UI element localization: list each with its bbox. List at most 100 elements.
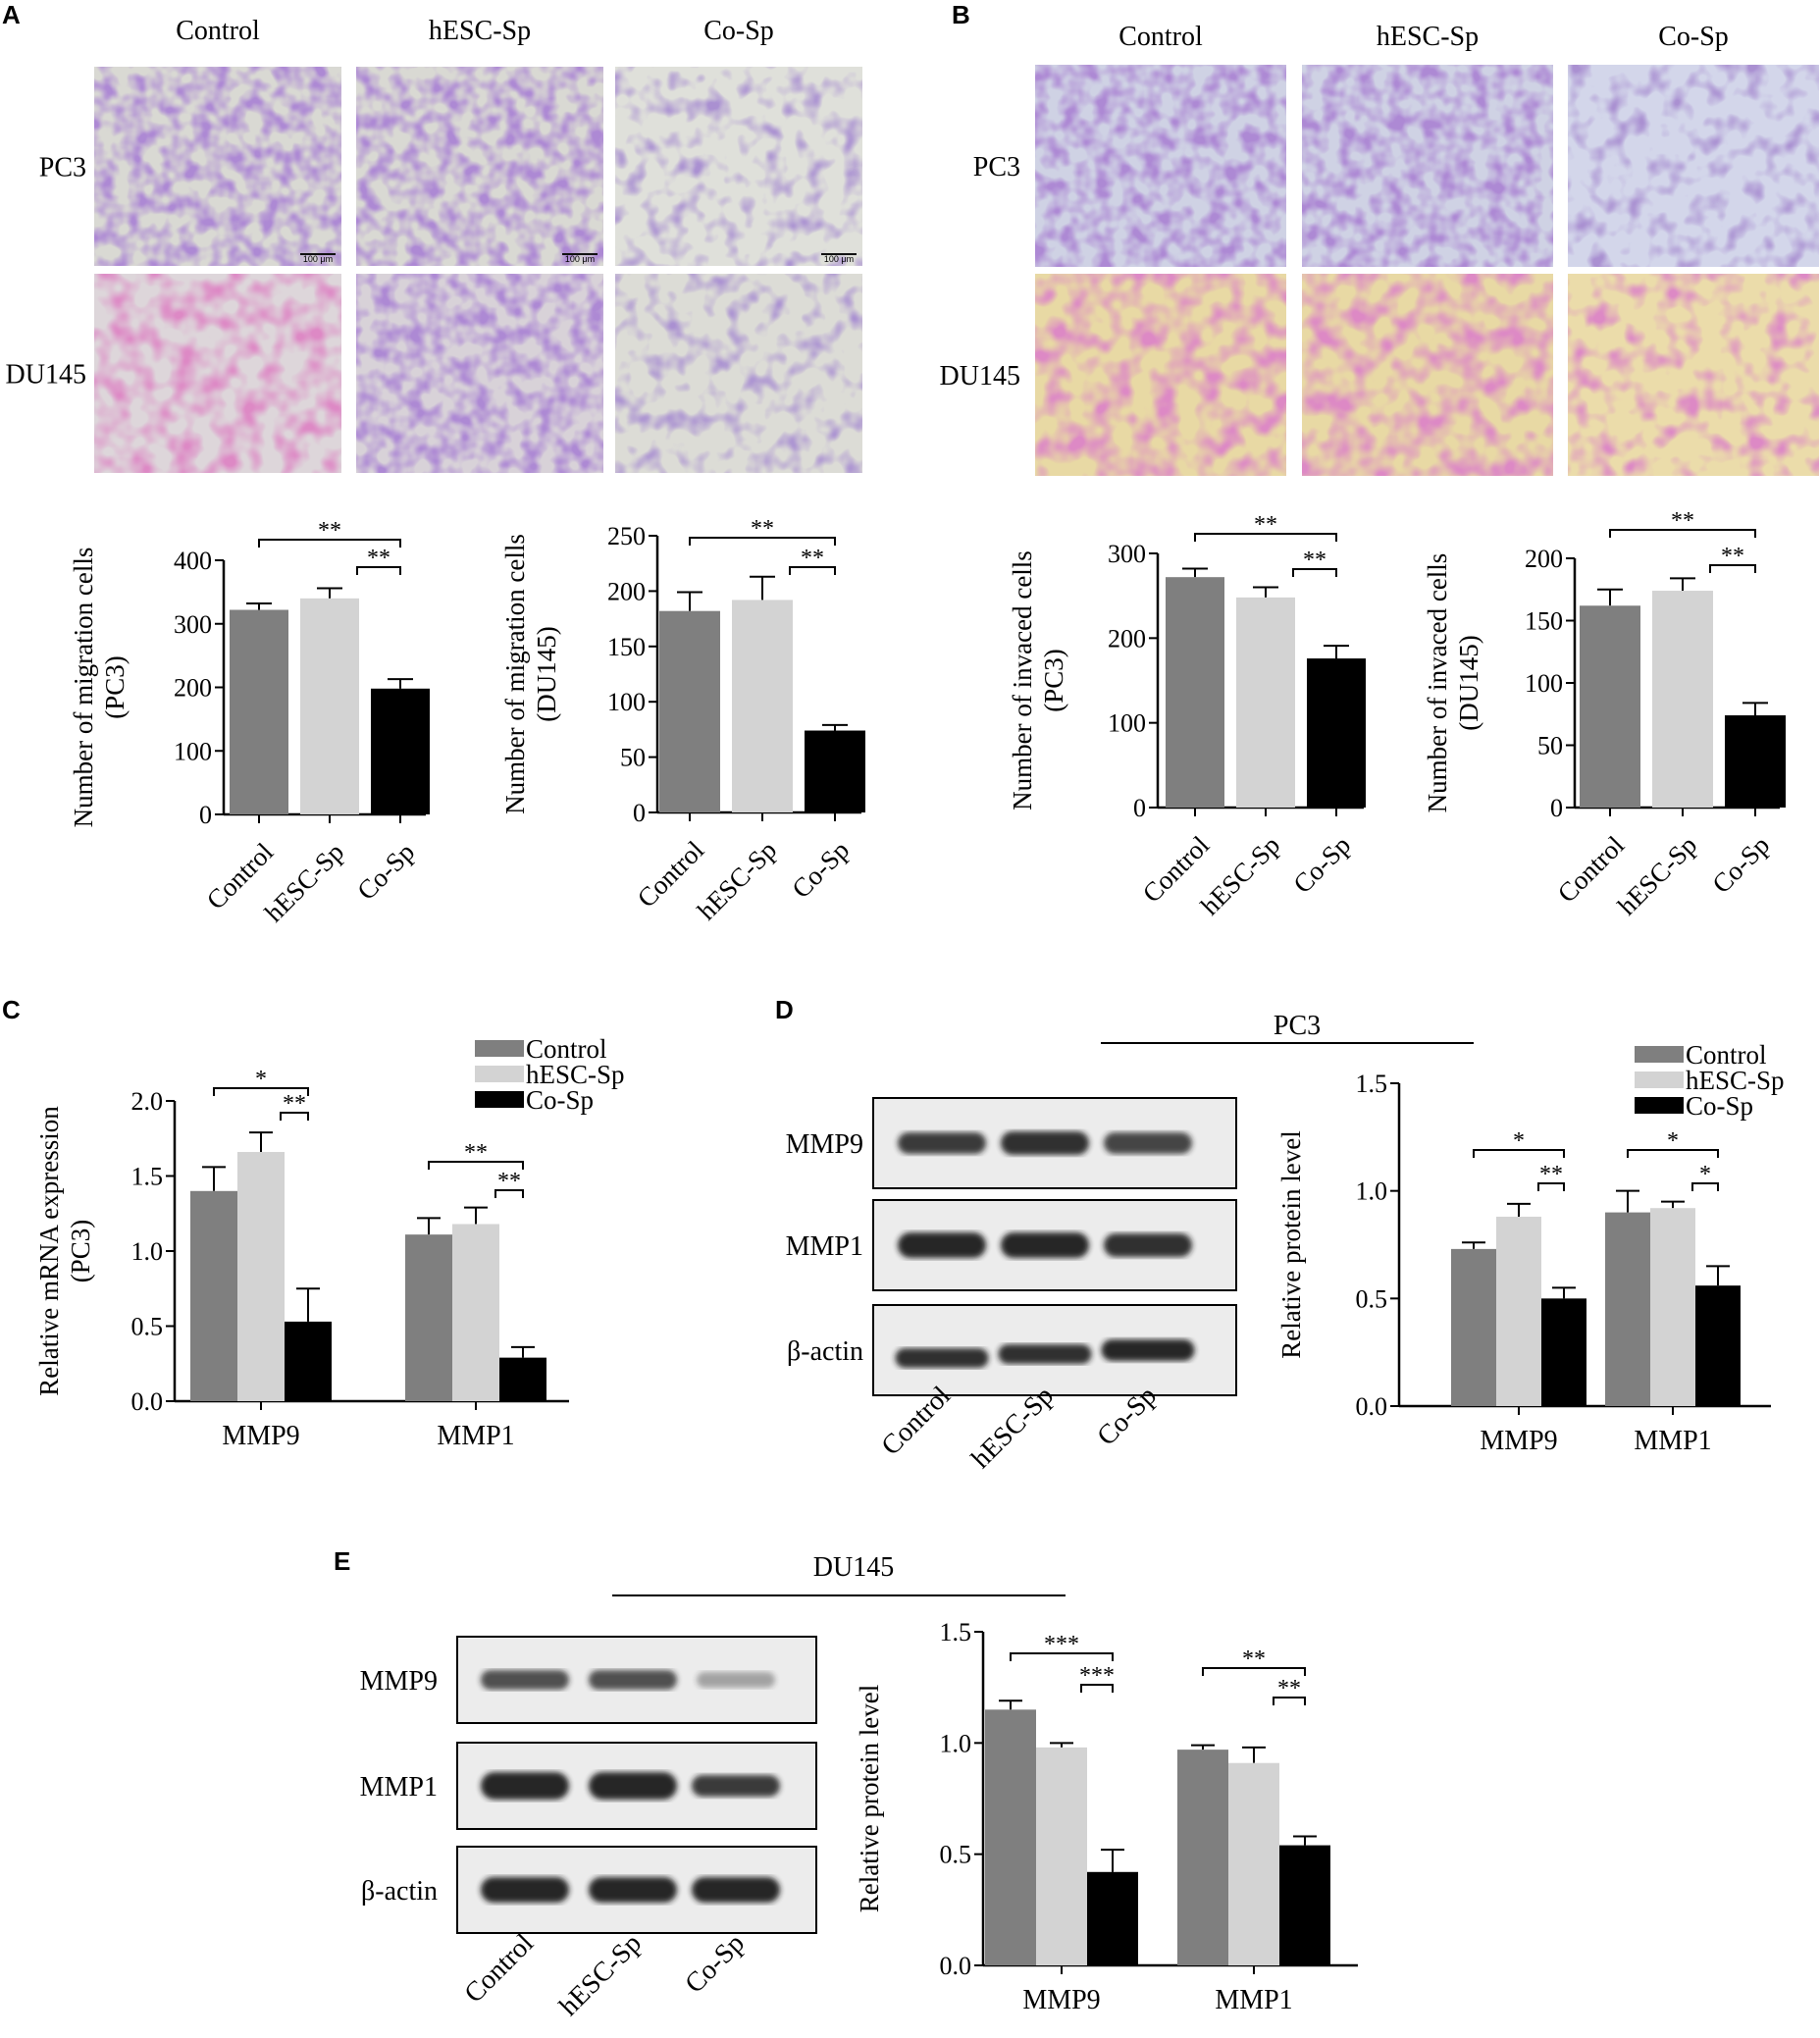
blot-band — [1104, 1132, 1192, 1154]
x-tick-label: MMP9 — [222, 1421, 299, 1451]
panel-letter-b: B — [952, 0, 970, 29]
blot-lane-label: Co-Sp — [679, 1928, 751, 2000]
blot-band — [589, 1670, 677, 1690]
x-tick-label: MMP1 — [437, 1421, 514, 1451]
legend-label: Co-Sp — [526, 1085, 594, 1115]
x-tick-label: hESC-Sp — [1195, 830, 1285, 920]
y-axis-label: Number of migration cells — [69, 548, 98, 828]
legend-swatch — [1635, 1097, 1684, 1114]
significance-bracket — [213, 1087, 309, 1096]
bar — [285, 1321, 332, 1401]
y-tick-label: 0 — [1550, 794, 1563, 822]
blot-row-label: MMP1 — [360, 1772, 438, 1803]
blot-title: PC3 — [1274, 1011, 1321, 1041]
bar — [1652, 591, 1713, 808]
y-tick-label: 0.5 — [940, 1841, 972, 1869]
significance-bracket — [1473, 1149, 1565, 1158]
y-tick-label: 1.0 — [1356, 1177, 1388, 1206]
significance-bracket — [1537, 1182, 1565, 1191]
bar — [1451, 1248, 1496, 1406]
bar — [1541, 1298, 1586, 1406]
y-tick-label: 0 — [199, 801, 212, 829]
row-label: PC3 — [973, 152, 1020, 183]
cell-stain-texture — [1302, 65, 1553, 267]
y-axis-label: (PC3) — [100, 655, 130, 719]
column-label: hESC-Sp — [429, 16, 531, 46]
scale-bar-label: 100 μm — [824, 254, 854, 264]
legend-label: hESC-Sp — [526, 1060, 625, 1089]
y-axis-label: Relative protein level — [1276, 1130, 1306, 1358]
legend-swatch — [1635, 1071, 1684, 1088]
y-axis-label: (DU145) — [532, 626, 561, 721]
bar — [1605, 1212, 1650, 1406]
blot-band — [895, 1348, 989, 1368]
y-tick-label: 250 — [607, 522, 646, 550]
cell-stain-texture — [1035, 65, 1286, 267]
blot-row-label: β-actin — [361, 1876, 438, 1907]
x-tick-label: MMP9 — [1480, 1426, 1557, 1456]
bar — [1087, 1871, 1138, 1965]
micrograph-grid-a: Control hESC-Sp Co-Sp PC3 DU145 100 μm 100 μm 1… — [6, 16, 862, 473]
blot-band — [481, 1877, 569, 1903]
blot-row-label: β-actin — [787, 1336, 863, 1367]
y-tick-label: 200 — [1525, 545, 1563, 573]
bar — [1228, 1762, 1279, 1965]
row-label: DU145 — [940, 361, 1020, 392]
bar — [1496, 1216, 1541, 1406]
bar — [1177, 1750, 1228, 1965]
significance-label: * — [1667, 1128, 1679, 1154]
significance-bracket — [1627, 1149, 1719, 1158]
column-label: Control — [1118, 22, 1203, 52]
row-label: PC3 — [39, 153, 86, 183]
significance-bracket — [258, 539, 401, 548]
significance-bracket — [1709, 564, 1756, 573]
y-tick-label: 2.0 — [131, 1087, 164, 1116]
x-tick-label: Co-Sp — [786, 835, 855, 904]
cell-stain-texture — [615, 274, 862, 473]
bar — [230, 609, 288, 814]
bar — [805, 730, 865, 812]
y-tick-label: 0.0 — [131, 1387, 164, 1416]
cell-stain-texture — [1302, 274, 1553, 476]
y-axis-label: (DU145) — [1454, 635, 1483, 730]
legend-label: Control — [526, 1034, 607, 1064]
cell-stain-texture — [615, 67, 862, 266]
y-tick-label: 1.0 — [940, 1729, 972, 1757]
y-axis-label: (PC3) — [66, 1220, 95, 1283]
panel-letter-e: E — [334, 1546, 350, 1576]
significance-label: ** — [751, 516, 774, 542]
significance-label: ** — [367, 546, 390, 571]
y-axis-label: (PC3) — [1039, 649, 1068, 712]
significance-label: ** — [1254, 512, 1277, 538]
column-label: Control — [176, 16, 260, 46]
cell-stain-texture — [356, 67, 603, 266]
bar — [1236, 597, 1295, 808]
blot-band — [692, 1877, 780, 1903]
blot-band — [692, 1775, 780, 1797]
bar-chart-b-pc3: 0 100 200 300 Number of invaced cells (PC3) Co… — [1008, 512, 1366, 920]
x-tick-label: hESC-Sp — [692, 835, 782, 925]
blot-band — [481, 1670, 569, 1690]
cell-stain-texture — [356, 274, 603, 473]
y-tick-label: 1.0 — [131, 1237, 164, 1266]
row-label: DU145 — [6, 360, 86, 391]
significance-label: ** — [283, 1091, 306, 1117]
significance-bracket — [280, 1112, 309, 1121]
bar-chart-b-du145: 0 50 100 150 200 Number of invaced cells (DU14… — [1423, 508, 1786, 920]
bar — [1580, 605, 1640, 808]
bar — [371, 688, 430, 814]
blot-band — [589, 1772, 677, 1800]
significance-bracket — [689, 537, 836, 546]
x-tick-label: Co-Sp — [1287, 830, 1356, 899]
bar — [300, 598, 359, 814]
column-label: Co-Sp — [703, 16, 774, 46]
bar — [1166, 577, 1224, 808]
bar — [732, 600, 793, 812]
cell-stain-texture — [1035, 274, 1286, 476]
bar — [499, 1357, 546, 1401]
y-tick-label: 100 — [1525, 669, 1563, 698]
significance-label: ** — [801, 546, 824, 571]
bar-chart-c: 0.0 0.5 1.0 1.5 2.0 Relative mRNA expression(… — [34, 1034, 625, 1451]
significance-bracket — [1194, 533, 1337, 542]
significance-label: ** — [318, 518, 341, 544]
